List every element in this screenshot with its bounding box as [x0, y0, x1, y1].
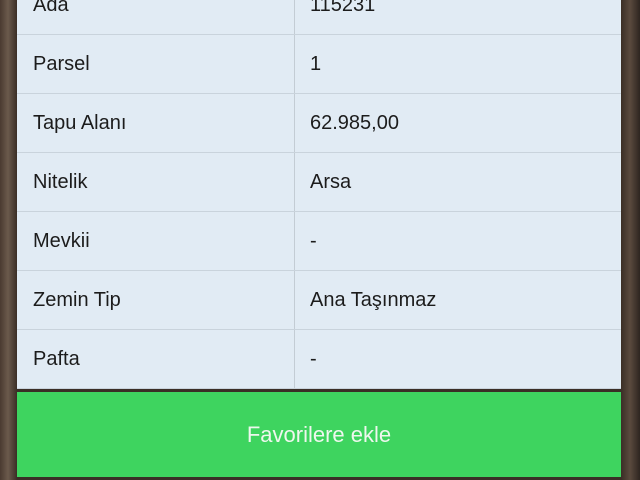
row-label: Ada: [17, 0, 295, 34]
table-row-tapu-alani: Tapu Alanı 62.985,00: [17, 94, 621, 153]
table-row-mevkii: Mevkii -: [17, 212, 621, 271]
table-row-pafta: Pafta -: [17, 330, 621, 389]
row-value: 1: [310, 52, 322, 75]
row-label: Nitelik: [17, 153, 295, 211]
table-row-zemin-tip: Zemin Tip Ana Taşınmaz: [17, 271, 621, 330]
row-label: Parsel: [17, 35, 295, 93]
row-value: 62.985,00: [310, 111, 399, 134]
row-value: 115231: [310, 0, 376, 16]
row-value: -: [310, 229, 317, 252]
row-value: Arsa: [310, 170, 352, 193]
parcel-info-table: Ada 115231 Parsel 1 Tapu Alanı 62.985,00…: [17, 0, 621, 389]
table-row-ada: Ada 115231: [17, 0, 621, 35]
row-label: Tapu Alanı: [17, 94, 295, 152]
table-row-nitelik: Nitelik Arsa: [17, 153, 621, 212]
add-to-favorites-button[interactable]: Favorilere ekle: [17, 392, 621, 477]
row-value: -: [310, 347, 317, 370]
table-row-parsel: Parsel 1: [17, 35, 621, 94]
row-label: Zemin Tip: [17, 271, 295, 329]
row-label: Pafta: [17, 330, 295, 388]
row-value: Ana Taşınmaz: [310, 288, 437, 311]
row-label: Mevkii: [17, 212, 295, 270]
